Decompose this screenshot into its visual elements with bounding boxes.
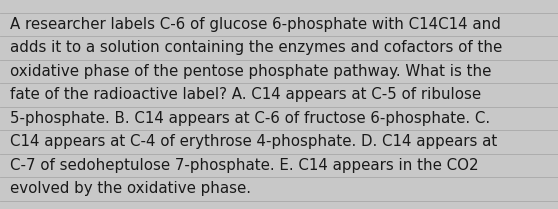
Text: oxidative phase of the pentose phosphate pathway. What is the: oxidative phase of the pentose phosphate… — [10, 64, 492, 79]
Text: C14 appears at C-4 of erythrose 4-phosphate. D. C14 appears at: C14 appears at C-4 of erythrose 4-phosph… — [10, 134, 497, 149]
Text: adds it to a solution containing the enzymes and cofactors of the: adds it to a solution containing the enz… — [10, 40, 502, 55]
Text: A researcher labels C-6 of glucose 6-phosphate with C14C14 and: A researcher labels C-6 of glucose 6-pho… — [10, 17, 501, 32]
Text: fate of the radioactive label? A. C14 appears at C-5 of ribulose: fate of the radioactive label? A. C14 ap… — [10, 87, 481, 102]
Text: C-7 of sedoheptulose 7-phosphate. E. C14 appears in the CO2: C-7 of sedoheptulose 7-phosphate. E. C14… — [10, 158, 479, 173]
Text: evolved by the oxidative phase.: evolved by the oxidative phase. — [10, 181, 251, 196]
Text: 5-phosphate. B. C14 appears at C-6 of fructose 6-phosphate. C.: 5-phosphate. B. C14 appears at C-6 of fr… — [10, 111, 490, 126]
